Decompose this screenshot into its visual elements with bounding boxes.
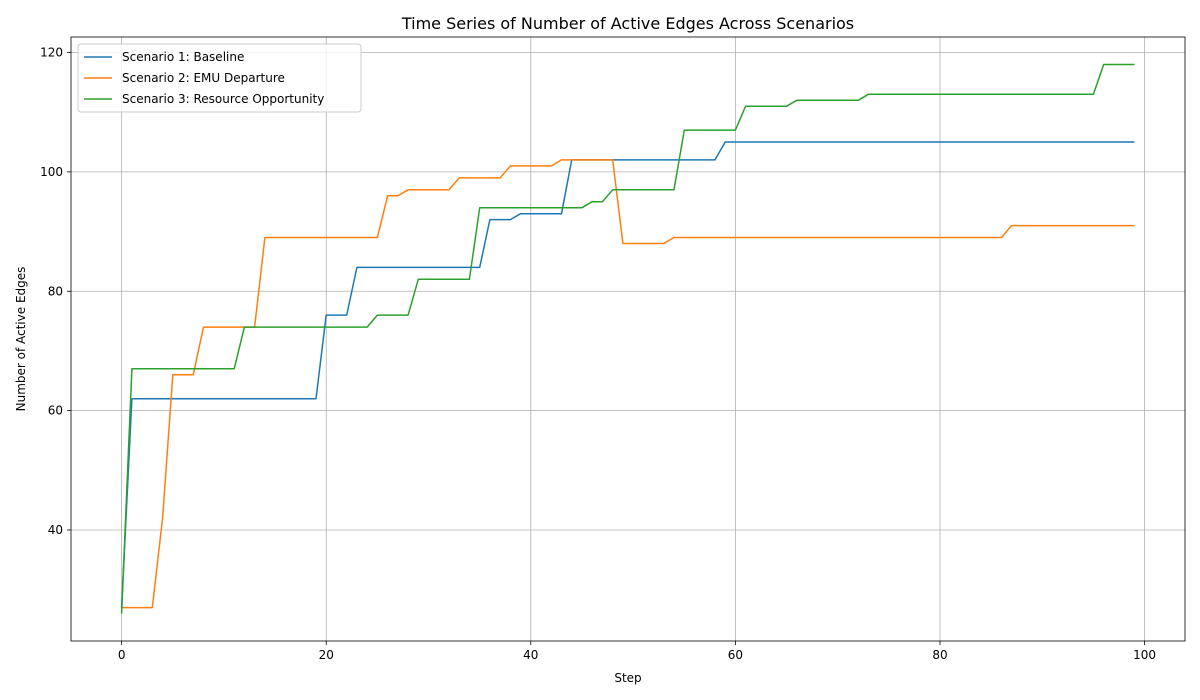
y-tick-label: 60: [48, 404, 63, 418]
gridlines: [71, 37, 1185, 641]
series-line-1: [120, 141, 1135, 608]
legend-label-3: Scenario 3: Resource Opportunity: [122, 92, 324, 106]
y-axis-label: Number of Active Edges: [14, 267, 28, 412]
legend-box: [77, 43, 362, 113]
x-tick-label: 60: [728, 648, 743, 662]
plot-area: 0 20 40 60 80 100 40 60 80 100 120: [40, 36, 1186, 662]
y-tick-label: 120: [40, 46, 63, 60]
x-axis-label: Step: [614, 671, 641, 685]
legend-label-2: Scenario 2: EMU Departure: [122, 71, 285, 85]
plot-frame: [70, 36, 1186, 642]
y-tick-label: 80: [48, 284, 63, 298]
legend: Scenario 1: Baseline Scenario 2: EMU Depa…: [77, 43, 362, 113]
plot-background: [71, 37, 1185, 641]
y-tick-label: 100: [40, 165, 63, 179]
series-lines: [120, 63, 1135, 614]
x-tick-label: 80: [932, 648, 947, 662]
axis-ticks: 0 20 40 60 80 100 40 60 80 100 120: [40, 46, 1156, 662]
x-tick-label: 40: [523, 648, 538, 662]
legend-label-1: Scenario 1: Baseline: [122, 50, 244, 64]
series-line-2: [121, 159, 1135, 609]
chart-title: Time Series of Number of Active Edges Ac…: [401, 14, 854, 33]
series-line-3: [120, 63, 1135, 614]
x-tick-label: 0: [118, 648, 126, 662]
x-tick-label: 20: [319, 648, 334, 662]
y-tick-label: 40: [48, 523, 63, 537]
x-tick-label: 100: [1133, 648, 1156, 662]
